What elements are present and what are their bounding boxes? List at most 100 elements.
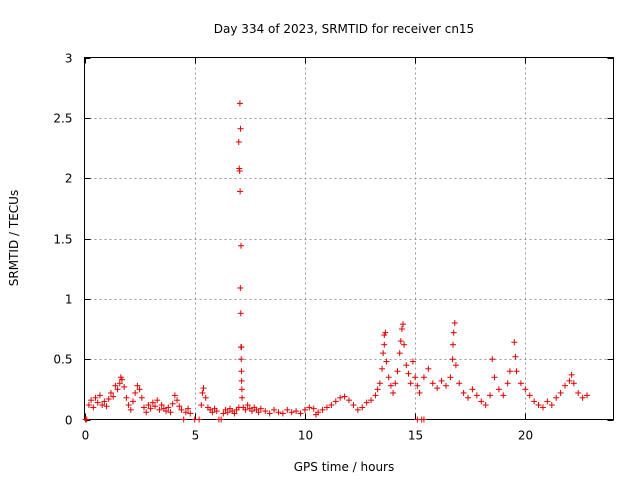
data-point	[359, 404, 366, 411]
data-point	[394, 368, 401, 375]
data-point	[112, 382, 119, 389]
data-point	[450, 329, 457, 336]
data-point	[145, 402, 152, 409]
data-point	[429, 380, 436, 387]
data-point	[293, 408, 300, 415]
data-point	[350, 402, 357, 409]
data-point	[297, 410, 304, 417]
data-point	[451, 319, 458, 326]
data-point	[584, 392, 591, 399]
x-tick-label: 20	[518, 429, 533, 443]
data-point	[154, 397, 161, 404]
data-point	[209, 409, 216, 416]
y-axis-label: SRMTID / TECUs	[7, 190, 21, 286]
data-point	[400, 321, 407, 328]
data-point	[237, 242, 244, 249]
data-point	[121, 383, 128, 390]
data-point	[284, 406, 291, 413]
data-point	[379, 365, 386, 372]
y-tick-label: 0	[65, 414, 73, 428]
data-point	[337, 394, 344, 401]
data-point	[138, 394, 145, 401]
x-tick-label: 0	[82, 429, 90, 443]
data-point	[266, 410, 273, 417]
data-point	[442, 382, 449, 389]
data-point	[90, 404, 97, 411]
data-point	[262, 408, 269, 415]
data-point	[238, 386, 245, 393]
data-point	[96, 392, 103, 399]
data-point	[200, 385, 207, 392]
data-point	[152, 403, 159, 410]
data-point	[557, 389, 564, 396]
data-point	[570, 380, 577, 387]
data-point	[460, 389, 467, 396]
data-point	[141, 404, 148, 411]
data-point	[526, 392, 533, 399]
data-point	[491, 374, 498, 381]
data-point	[420, 416, 427, 423]
data-point	[539, 404, 546, 411]
x-tick-label: 5	[192, 429, 200, 443]
x-axis-label: GPS time / hours	[294, 460, 395, 474]
data-point	[237, 284, 244, 291]
data-point	[319, 406, 326, 413]
data-point	[328, 402, 335, 409]
y-tick-label: 2	[65, 172, 73, 186]
data-point	[450, 341, 457, 348]
data-point	[202, 394, 209, 401]
data-point	[372, 392, 379, 399]
data-point	[163, 408, 170, 415]
data-point	[147, 405, 154, 412]
data-point	[88, 397, 95, 404]
data-point	[575, 389, 582, 396]
data-point	[341, 393, 348, 400]
data-point	[107, 389, 114, 396]
data-point	[182, 409, 189, 416]
data-point	[103, 403, 110, 410]
data-point	[238, 368, 245, 375]
data-point	[544, 398, 551, 405]
data-point	[118, 376, 125, 383]
data-point	[220, 410, 227, 417]
data-point	[579, 394, 586, 401]
data-point	[562, 382, 569, 389]
y-tick-label: 1	[65, 293, 73, 307]
data-point	[416, 389, 423, 396]
data-point	[376, 380, 383, 387]
data-point	[249, 408, 256, 415]
data-point	[218, 416, 225, 423]
data-point	[381, 341, 388, 348]
data-point	[85, 402, 92, 409]
data-point	[301, 406, 308, 413]
data-point	[412, 374, 419, 381]
data-point	[238, 344, 245, 351]
data-point	[368, 397, 375, 404]
data-point	[149, 399, 156, 406]
data-point	[438, 377, 445, 384]
data-point	[482, 402, 489, 409]
data-point	[306, 404, 313, 411]
y-tick-label: 3	[65, 52, 73, 66]
x-axis-ticks: 0 5 10 15 20	[82, 57, 533, 443]
data-point	[414, 382, 421, 389]
data-point	[83, 416, 90, 423]
data-point	[136, 386, 143, 393]
data-point	[383, 358, 390, 365]
data-point	[110, 393, 117, 400]
data-point	[275, 409, 282, 416]
data-point	[237, 125, 244, 132]
data-point	[495, 386, 502, 393]
data-point	[176, 403, 183, 410]
data-point	[553, 394, 560, 401]
data-point	[185, 405, 192, 412]
data-point	[487, 392, 494, 399]
data-point	[397, 338, 404, 345]
data-point	[255, 409, 262, 416]
data-point	[165, 404, 172, 411]
data-point	[517, 380, 524, 387]
data-point	[134, 382, 141, 389]
data-point	[244, 402, 251, 409]
data-points	[82, 100, 591, 423]
